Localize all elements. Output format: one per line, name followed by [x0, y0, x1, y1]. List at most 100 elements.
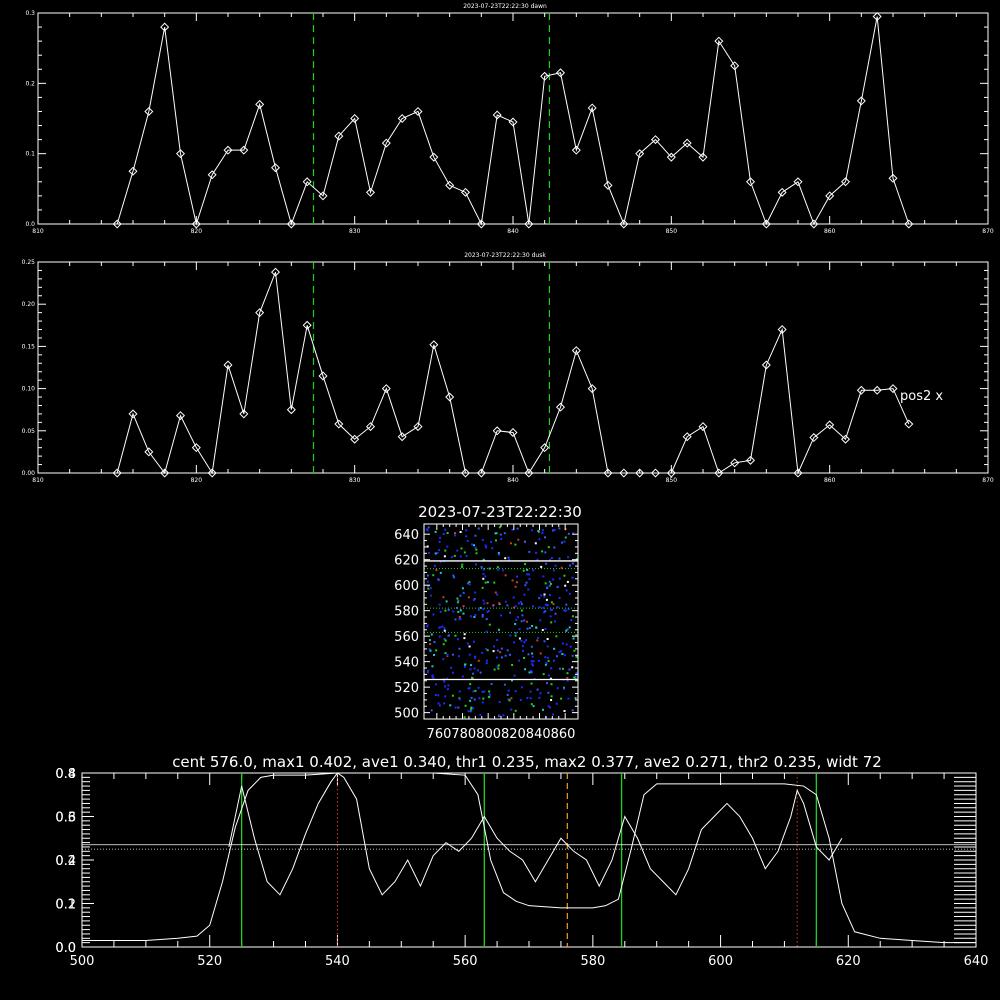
image-pixel — [438, 549, 440, 552]
image-pixel — [454, 534, 456, 537]
image-pixel — [486, 581, 489, 584]
image-pixel — [452, 574, 455, 577]
image-pixel — [520, 609, 523, 612]
image-pixel — [554, 564, 557, 567]
image-pixel — [503, 683, 506, 686]
profile-panel: cent 576.0, max1 0.402, ave1 0.340, thr1… — [55, 753, 988, 969]
image-pixel — [488, 567, 491, 570]
image-pixel — [428, 551, 430, 554]
image-pixel — [473, 616, 476, 618]
data-point — [840, 177, 851, 187]
data-point — [777, 187, 787, 197]
image-pixel — [542, 673, 545, 676]
data-point — [476, 219, 486, 229]
image-pixel — [530, 682, 533, 685]
image-pixel — [474, 614, 477, 616]
image-pixel — [508, 559, 510, 562]
image-pixel — [485, 662, 488, 665]
x-tick-label: 870 — [982, 228, 994, 235]
image-pixel — [558, 527, 561, 530]
image-pixel — [537, 636, 540, 639]
image-pixel — [542, 611, 545, 614]
image-pixel — [550, 557, 553, 559]
image-pixel — [556, 655, 558, 658]
image-pixel — [457, 610, 460, 613]
y2-tick-label: 0.2 — [55, 854, 76, 869]
dusk-panel: 2023-07-23T22:22:30 dusk 810 820 830 840 850… — [22, 252, 994, 484]
data-point — [872, 385, 882, 395]
image-pixel — [571, 709, 574, 712]
data-point — [761, 360, 771, 370]
data-point — [429, 340, 439, 350]
data-point — [508, 427, 518, 437]
image-pixel — [553, 529, 556, 531]
image-pixel — [549, 593, 551, 596]
image-pixel — [543, 593, 546, 596]
image-pixel — [467, 710, 470, 713]
image-pixel — [473, 640, 475, 643]
image-pixel — [494, 532, 497, 535]
dusk-points — [112, 267, 914, 478]
image-pixel — [473, 598, 476, 600]
data-point — [302, 177, 312, 187]
y-tick-label: 0.2 — [25, 80, 35, 87]
image-pixel — [496, 566, 499, 569]
image-pixel — [463, 637, 466, 640]
data-point — [128, 166, 138, 176]
image-pixel — [438, 626, 441, 629]
image-pixel — [537, 529, 540, 532]
image-pixel — [474, 655, 477, 658]
profile-series-1-line — [82, 772, 976, 944]
image-pixel — [506, 604, 509, 607]
x-tick-label: 640 — [964, 954, 989, 969]
profile-ticks: 500 520 540 560 580 600 620 6400.00.20.40.60.80… — [55, 767, 988, 969]
image-pixel — [574, 697, 577, 700]
image-pixel — [446, 677, 448, 680]
image-pixel — [546, 656, 549, 659]
image-pixel — [452, 610, 455, 613]
image-pixel — [470, 664, 472, 667]
image-pixel — [477, 608, 480, 611]
image-pixel — [523, 657, 526, 659]
data-point — [318, 371, 328, 381]
image-pixel — [550, 601, 553, 604]
image-pixel — [426, 529, 429, 532]
image-pixel — [570, 619, 573, 621]
image-pixel — [466, 642, 469, 645]
image-pixel — [536, 688, 539, 691]
image-pixel — [443, 555, 446, 558]
data-point — [856, 385, 866, 395]
data-point — [745, 455, 756, 465]
image-pixel — [546, 638, 549, 640]
image-pixel — [532, 664, 534, 667]
data-point — [825, 191, 835, 201]
image-pixel — [535, 626, 538, 629]
data-point — [508, 117, 518, 127]
image-pixel — [518, 637, 521, 640]
image-pixel — [564, 584, 567, 587]
image-pixel — [540, 594, 543, 597]
y-tick-label: 0.25 — [22, 259, 36, 266]
image-pixel — [506, 649, 509, 652]
y-tick-label: 0.0 — [25, 221, 35, 228]
image-pixel — [426, 671, 429, 674]
image-pixel — [473, 544, 475, 547]
image-pixel — [481, 586, 484, 589]
image-pixel — [575, 655, 578, 658]
image-pixel — [446, 654, 449, 656]
image-pixel — [498, 714, 501, 717]
image-pixel — [558, 577, 561, 580]
image-pixel — [499, 533, 502, 536]
image-pixel — [461, 675, 464, 678]
data-point — [128, 409, 138, 419]
image-pixel — [475, 552, 478, 555]
data-point — [460, 468, 471, 478]
image-pixel — [541, 629, 544, 631]
image-pixel — [511, 528, 514, 531]
image-pixel — [464, 665, 466, 668]
image-pixels — [426, 526, 578, 719]
y-tick-label: 640 — [394, 528, 419, 543]
image-pixel — [553, 546, 556, 549]
image-pixel — [429, 649, 432, 652]
image-pixel — [463, 716, 466, 719]
